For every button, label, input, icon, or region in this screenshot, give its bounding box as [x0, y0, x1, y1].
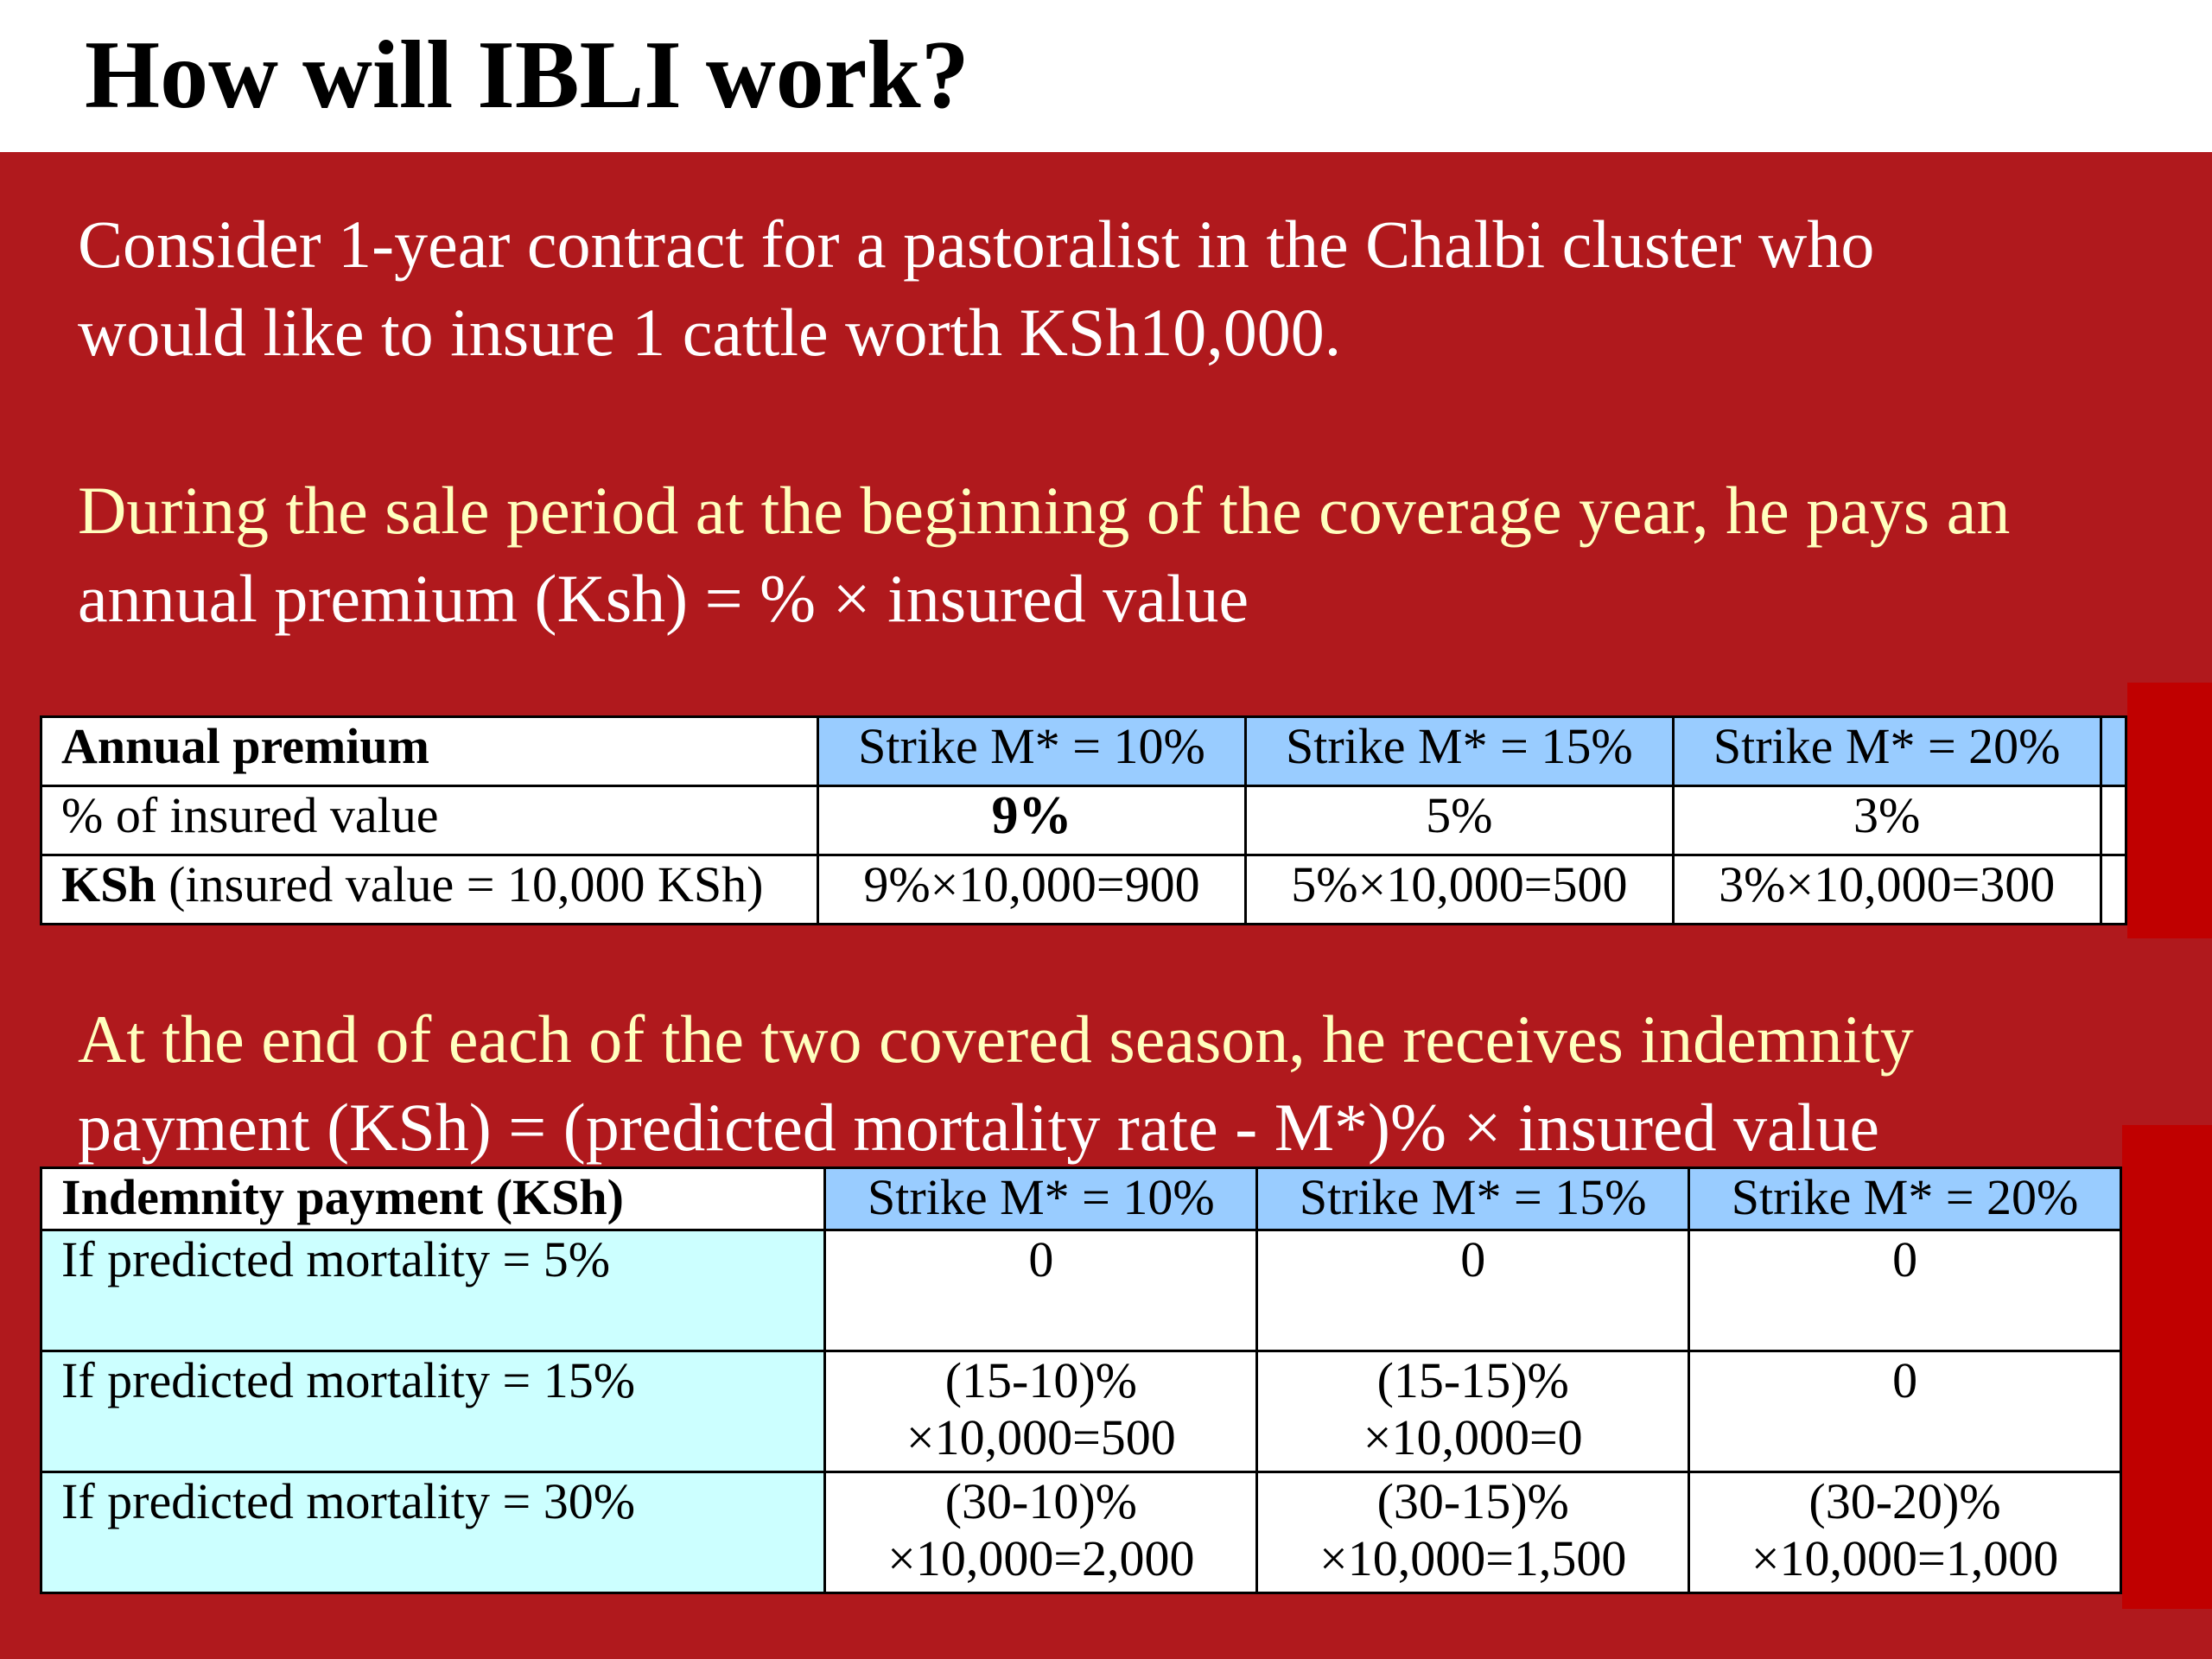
cell-line-1: (30-10)% — [944, 1473, 1137, 1529]
cell-line-1: 0 — [1892, 1352, 1918, 1408]
premium-ksh-label: KSh (insured value = 10,000 KSh) — [39, 854, 820, 925]
premium-percent-10: 9% — [817, 785, 1247, 856]
indemnity-paragraph: At the end of each of the two covered se… — [78, 995, 1914, 1172]
premium-strike-20: Strike M* = 20% — [1671, 715, 2102, 787]
edge-block-bottom — [2122, 1125, 2212, 1609]
intro-line-1: Consider 1-year contract for a pastorali… — [78, 207, 1875, 282]
premium-ksh-10: 9%×10,000=900 — [817, 854, 1247, 925]
intro-paragraph: Consider 1-year contract for a pastorali… — [78, 200, 1874, 377]
premium-percent-row: % of insured value 9% 5% 3% — [39, 785, 2128, 856]
indemnity-line-1: At the end of each of the two covered se… — [78, 1001, 1914, 1077]
indemnity-row-5-strike-10: 0 — [823, 1229, 1259, 1352]
cell-line-1: (30-20)% — [1808, 1473, 2001, 1529]
indemnity-row-5-strike-15: 0 — [1255, 1229, 1691, 1352]
indemnity-row-15: If predicted mortality = 15% (15-10)% ×10… — [39, 1350, 2122, 1473]
premium-ksh-label-rest: (insured value = 10,000 KSh) — [156, 856, 764, 912]
cell-line-2: ×10,000=2,000 — [887, 1530, 1195, 1586]
cell-line-2: ×10,000=1,500 — [1319, 1530, 1627, 1586]
premium-strike-15: Strike M* = 15% — [1243, 715, 1675, 787]
premium-ksh-spacer — [2099, 854, 2128, 925]
premium-header-spacer — [2099, 715, 2128, 787]
indemnity-row-30: If predicted mortality = 30% (30-10)% ×10… — [39, 1471, 2122, 1594]
indemnity-strike-15: Strike M* = 15% — [1255, 1166, 1691, 1231]
cell-line-1: 0 — [1028, 1231, 1054, 1287]
indemnity-header-row: Indemnity payment (KSh) Strike M* = 10% … — [39, 1166, 2122, 1231]
cell-line-2: ×10,000=0 — [1363, 1409, 1583, 1465]
premium-percent-20: 3% — [1671, 785, 2102, 856]
indemnity-row-5-strike-20: 0 — [1688, 1229, 2122, 1352]
cell-line-1: 0 — [1460, 1231, 1486, 1287]
indemnity-row-30-strike-15: (30-15)% ×10,000=1,500 — [1255, 1471, 1691, 1594]
indemnity-row-15-strike-20: 0 — [1688, 1350, 2122, 1473]
edge-block-top — [2127, 683, 2212, 938]
premium-header-row: Annual premium Strike M* = 10% Strike M*… — [39, 715, 2128, 787]
premium-ksh-15: 5%×10,000=500 — [1243, 854, 1675, 925]
indemnity-row-15-label: If predicted mortality = 15% — [39, 1350, 827, 1473]
indemnity-row-15-strike-15: (15-15)% ×10,000=0 — [1255, 1350, 1691, 1473]
premium-ksh-label-bold: KSh — [61, 856, 156, 912]
premium-ksh-20: 3%×10,000=300 — [1671, 854, 2102, 925]
indemnity-row-30-strike-20: (30-20)% ×10,000=1,000 — [1688, 1471, 2122, 1594]
slide-title: How will IBLI work? — [85, 22, 969, 129]
premium-table: Annual premium Strike M* = 10% Strike M*… — [39, 715, 2128, 925]
indemnity-row-5: If predicted mortality = 5% 0 0 0 — [39, 1229, 2122, 1352]
premium-paragraph: During the sale period at the beginning … — [78, 467, 2010, 643]
premium-strike-10: Strike M* = 10% — [817, 715, 1247, 787]
premium-percent-label: % of insured value — [39, 785, 820, 856]
indemnity-line-2: payment (KSh) = (predicted mortality rat… — [78, 1090, 1880, 1165]
indemnity-table: Indemnity payment (KSh) Strike M* = 10% … — [39, 1166, 2122, 1594]
indemnity-strike-20: Strike M* = 20% — [1688, 1166, 2122, 1231]
premium-percent-15: 5% — [1243, 785, 1675, 856]
premium-percent-spacer — [2099, 785, 2128, 856]
indemnity-row-30-label: If predicted mortality = 30% — [39, 1471, 827, 1594]
title-bar: How will IBLI work? — [0, 0, 2212, 152]
intro-line-2: would like to insure 1 cattle worth KSh1… — [78, 295, 1342, 370]
indemnity-header-label: Indemnity payment (KSh) — [39, 1166, 827, 1231]
cell-line-1: (15-15)% — [1376, 1352, 1569, 1408]
premium-line-1: During the sale period at the beginning … — [78, 473, 2011, 548]
premium-header-label: Annual premium — [39, 715, 820, 787]
cell-line-2: ×10,000=1,000 — [1751, 1530, 2059, 1586]
indemnity-row-15-strike-10: (15-10)% ×10,000=500 — [823, 1350, 1259, 1473]
indemnity-row-5-label: If predicted mortality = 5% — [39, 1229, 827, 1352]
indemnity-strike-10: Strike M* = 10% — [823, 1166, 1259, 1231]
cell-line-2: ×10,000=500 — [906, 1409, 1176, 1465]
cell-line-1: 0 — [1892, 1231, 1918, 1287]
premium-ksh-row: KSh (insured value = 10,000 KSh) 9%×10,0… — [39, 854, 2128, 925]
cell-line-1: (30-15)% — [1376, 1473, 1569, 1529]
cell-line-1: (15-10)% — [944, 1352, 1137, 1408]
indemnity-row-30-strike-10: (30-10)% ×10,000=2,000 — [823, 1471, 1259, 1594]
premium-line-2: annual premium (Ksh) = % × insured value — [78, 561, 1249, 636]
